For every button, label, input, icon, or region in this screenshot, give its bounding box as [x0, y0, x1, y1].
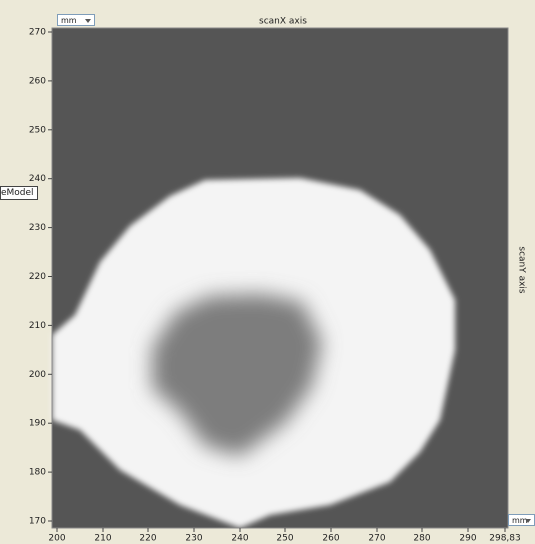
x-tick-label: 280	[413, 534, 430, 544]
plot-frame	[51, 27, 509, 529]
x-tick-label: 210	[94, 534, 111, 544]
x-tick-label: 290	[459, 534, 476, 544]
x-tick-label: 260	[322, 534, 339, 544]
y-tick-label: 270	[29, 28, 46, 38]
x-tick-label: 240	[231, 534, 248, 544]
unit-dropdown[interactable]: mm	[508, 514, 535, 526]
y-tick-label: 190	[29, 419, 46, 429]
model-label: eModel	[0, 186, 38, 200]
x-tick-label: 270	[368, 534, 385, 544]
x-axis-title: scanX axis	[259, 17, 307, 27]
x-tick-label: 298,83	[489, 534, 521, 544]
x-tick-label: 220	[139, 534, 156, 544]
x-tick-label: 230	[185, 534, 202, 544]
y-tick-label: 240	[29, 174, 46, 184]
y-tick-label: 230	[29, 223, 46, 233]
scan-core	[152, 294, 322, 456]
y-axis-title: scanY axis	[517, 246, 527, 294]
y-tick-label: 250	[29, 125, 46, 135]
y-tick-label: 220	[29, 272, 46, 282]
y-tick-label: 260	[29, 76, 46, 86]
x-tick-label: 250	[276, 534, 293, 544]
x-tick-label: 200	[48, 534, 65, 544]
y-tick-label: 180	[29, 468, 46, 478]
y-tick-label: 170	[29, 517, 46, 527]
y-tick-label: 210	[29, 321, 46, 331]
y-tick-label: 200	[29, 370, 46, 380]
unit-dropdown[interactable]: mm	[57, 14, 95, 26]
